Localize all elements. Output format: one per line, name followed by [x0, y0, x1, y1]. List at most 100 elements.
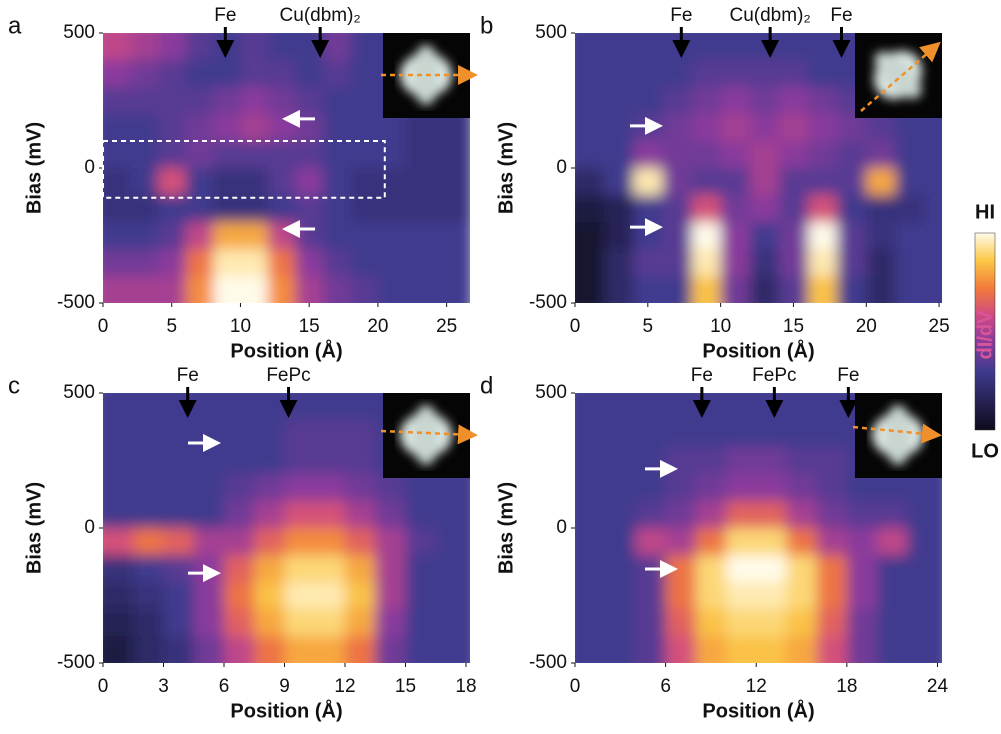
heatmap-cell: [157, 141, 187, 169]
heatmap-cell: [193, 447, 225, 475]
heatmap-cell: [405, 528, 437, 556]
heatmap-cell: [808, 114, 839, 142]
heatmap-cell: [240, 141, 269, 169]
heatmap-cell: [267, 141, 297, 169]
heatmap-cell: [575, 141, 606, 169]
x-tick-label: 0: [570, 316, 581, 337]
heatmap-cell: [720, 141, 751, 169]
heatmap-cell: [130, 249, 159, 277]
heatmap-cell: [695, 582, 728, 610]
heatmap-cell: [604, 249, 635, 277]
heatmap-cell: [223, 582, 256, 610]
heatmap-cell: [344, 555, 377, 583]
heatmap-cell: [749, 222, 780, 250]
heatmap-cell: [130, 168, 159, 196]
heatmap-cell: [691, 276, 722, 303]
heatmap-cell: [720, 114, 751, 142]
heatmap-cell: [907, 636, 942, 663]
heatmap-cell: [130, 276, 159, 303]
y-tick-label: -500: [57, 292, 95, 313]
heatmap-cell: [575, 393, 607, 421]
x-axis-label: Position (Å): [230, 698, 342, 722]
heatmap-cell: [103, 555, 135, 583]
heatmap-cell: [350, 222, 379, 250]
heatmap-cell: [575, 555, 607, 583]
heatmap-cell: [605, 555, 637, 583]
heatmap-cell: [254, 636, 286, 663]
y-tick-label: -500: [529, 652, 567, 673]
heatmap-cell: [133, 420, 165, 448]
heatmap-cell: [575, 222, 606, 250]
heatmap-cell: [322, 33, 352, 61]
heatmap-cell: [635, 501, 667, 529]
x-tick-label: 12: [746, 676, 767, 697]
heatmap-cell: [314, 636, 346, 663]
heatmap-cell: [157, 114, 187, 142]
heatmap-cell: [786, 474, 818, 502]
heatmap-cell: [695, 420, 728, 448]
heatmap-cell: [157, 249, 187, 277]
heatmap-cell: [816, 393, 848, 421]
heatmap-cell: [866, 249, 897, 277]
heatmap-cell: [633, 60, 664, 88]
heatmap-cell: [405, 609, 437, 637]
heatmap-cell: [866, 141, 897, 169]
x-tick-label: 5: [643, 316, 654, 337]
heatmap-cell: [375, 636, 407, 663]
heatmap-cell: [103, 276, 132, 303]
heatmap-cell: [295, 60, 324, 88]
heatmap-cell: [240, 60, 269, 88]
heatmap-cell: [778, 195, 810, 223]
heatmap-cell: [575, 33, 606, 61]
heatmap-cell: [756, 474, 788, 502]
heatmap-cell: [157, 33, 187, 61]
heatmap-cell: [662, 195, 693, 223]
heatmap-cell: [691, 249, 722, 277]
heatmap-cells: [103, 393, 470, 663]
y-tick-label: 500: [63, 22, 95, 43]
heatmap-cell: [185, 195, 214, 223]
heatmap-cell: [662, 114, 693, 142]
heatmap-cell: [877, 501, 909, 529]
heatmap-cell: [786, 420, 818, 448]
heatmap-cell: [157, 87, 187, 115]
heatmap-cell: [254, 528, 286, 556]
heatmap-cell: [575, 582, 607, 610]
x-tick-label: 25: [929, 316, 950, 337]
heatmap-cell: [405, 555, 437, 583]
heatmap-cell: [375, 609, 407, 637]
heatmap-cell: [816, 420, 848, 448]
heatmap-cell: [575, 420, 607, 448]
heatmap-cell: [877, 528, 909, 556]
heatmap-cell: [130, 141, 159, 169]
heatmap-cell: [375, 528, 407, 556]
heatmap-cell: [604, 60, 635, 88]
inset: [855, 33, 942, 118]
heatmap-cell: [133, 393, 165, 421]
heatmap-cell: [786, 555, 818, 583]
marker-label: FePc: [752, 365, 796, 386]
heatmap-cell: [907, 609, 942, 637]
panel-label: d: [480, 372, 493, 399]
heatmap-cell: [604, 195, 635, 223]
heatmap-cell: [633, 114, 664, 142]
heatmap-cell: [756, 420, 788, 448]
heatmap-cell: [284, 447, 316, 475]
heatmap-cell: [103, 114, 132, 142]
molecule-lobe: [874, 51, 922, 99]
heatmap-cell: [665, 420, 697, 448]
heatmap-cell: [185, 33, 214, 61]
heatmap-cell: [185, 276, 214, 303]
heatmap-cell: [284, 420, 316, 448]
heatmap-cell: [924, 114, 942, 142]
heatmap-cell: [662, 60, 693, 88]
heatmap-cell: [284, 528, 316, 556]
inset: [852, 393, 942, 478]
x-tick-label: 6: [219, 676, 230, 697]
heatmap-cell: [344, 393, 377, 421]
heatmap-cell: [254, 393, 286, 421]
heatmap-cell: [344, 420, 377, 448]
heatmap-cell: [846, 528, 879, 556]
heatmap-cell: [575, 168, 606, 196]
heatmap-cell: [133, 474, 165, 502]
